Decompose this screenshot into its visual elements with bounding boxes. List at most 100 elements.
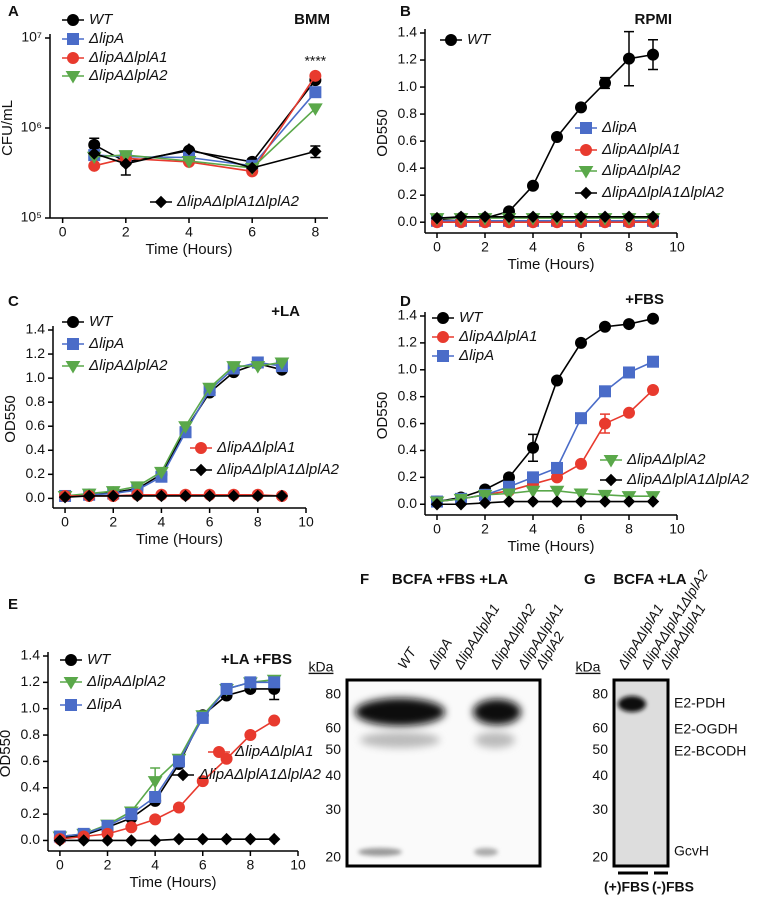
marker <box>182 143 196 156</box>
legend-label: ΔlipA <box>601 119 637 136</box>
x-tick-label: 8 <box>254 514 262 530</box>
legend-marker <box>67 316 79 328</box>
marker <box>125 821 138 834</box>
size-marker: 80 <box>325 686 341 702</box>
marker <box>623 406 635 419</box>
legend-label: ΔlipAΔlplA2 <box>626 451 706 468</box>
band-label: E2-BCODH <box>674 743 746 759</box>
series-line <box>65 495 282 498</box>
y-tick-label: 0.8 <box>26 393 46 409</box>
marker <box>267 832 281 846</box>
marker <box>623 366 635 379</box>
x-tick-label: 10 <box>669 521 685 537</box>
x-tick-label: 6 <box>577 239 585 255</box>
size-marker: 40 <box>592 767 608 783</box>
y-tick-label: 10⁷ <box>21 29 42 45</box>
y-tick-label: 0.4 <box>26 441 46 457</box>
marker <box>129 481 145 494</box>
legend-label: WT <box>459 309 484 326</box>
y-tick-label: 0.6 <box>398 414 418 430</box>
marker <box>526 495 540 508</box>
marker <box>550 210 564 223</box>
chart-title: +LA <box>271 303 300 320</box>
marker <box>220 752 233 765</box>
marker <box>599 417 611 430</box>
marker <box>647 48 659 61</box>
chart-title: BMM <box>294 11 330 28</box>
x-tick-label: 2 <box>481 239 489 255</box>
y-tick-label: 0.2 <box>398 186 418 202</box>
marker <box>155 489 168 503</box>
x-tick-label: 4 <box>529 239 537 255</box>
marker <box>149 813 162 826</box>
marker <box>598 495 612 508</box>
legend-marker <box>176 768 190 782</box>
marker <box>202 382 217 396</box>
marker <box>181 155 197 169</box>
marker <box>573 488 589 501</box>
y-tick-label: 0.4 <box>21 778 41 794</box>
marker <box>599 77 611 89</box>
y-tick-label: 1.4 <box>398 307 418 323</box>
legend-marker <box>65 699 77 711</box>
x-tick-label: 6 <box>199 857 207 873</box>
legend-label: ΔlipAΔlplA1 <box>88 49 168 66</box>
series-line <box>436 389 654 503</box>
legend-label: ΔlipAΔlplA2 <box>601 162 681 179</box>
legend-marker <box>580 144 592 156</box>
y-tick-label: 0.6 <box>26 417 46 433</box>
marker <box>196 711 209 724</box>
x-axis-label: Time (Hours) <box>146 241 233 258</box>
y-tick-label: 1.0 <box>398 360 418 376</box>
y-tick-label: 0.4 <box>398 159 418 175</box>
legend-label: WT <box>89 313 114 330</box>
x-tick-label: 6 <box>248 224 256 240</box>
legend-marker <box>579 186 593 200</box>
size-marker: 40 <box>325 767 341 783</box>
lane-label: ΔlipA <box>424 635 455 672</box>
marker <box>527 179 539 192</box>
marker <box>220 832 233 846</box>
marker <box>623 318 635 331</box>
x-tick-label: 6 <box>577 521 585 537</box>
panel-letter: D <box>400 293 411 310</box>
x-tick-label: 10 <box>290 857 306 873</box>
size-marker: 50 <box>592 741 608 757</box>
panel-letter: F <box>360 571 369 588</box>
marker <box>623 52 635 65</box>
marker <box>119 157 133 171</box>
legend-marker <box>580 122 592 134</box>
band-label: E2-PDH <box>674 695 725 711</box>
marker <box>251 489 265 503</box>
marker <box>268 714 281 727</box>
y-tick-label: 10⁶ <box>21 119 42 135</box>
legend-marker <box>194 463 208 477</box>
marker <box>244 676 257 689</box>
y-tick-label: 0.8 <box>398 105 418 121</box>
marker <box>107 489 120 503</box>
legend-marker <box>65 71 81 84</box>
x-axis-label: Time (Hours) <box>136 531 223 548</box>
marker <box>647 383 659 396</box>
marker <box>172 832 186 846</box>
blot-frame <box>612 678 670 868</box>
marker <box>599 320 611 333</box>
y-tick-label: 0.0 <box>21 831 41 847</box>
series-line <box>59 681 275 838</box>
size-marker: 80 <box>592 686 608 702</box>
legend-marker <box>578 166 594 179</box>
legend-marker <box>154 195 168 209</box>
x-tick-label: 8 <box>625 521 633 537</box>
marker <box>477 489 493 503</box>
series-line <box>436 215 653 219</box>
marker <box>172 801 185 814</box>
marker <box>149 790 162 803</box>
marker <box>178 421 193 434</box>
marker <box>622 495 636 508</box>
marker <box>131 489 144 503</box>
y-tick-label: 1.2 <box>398 334 418 350</box>
marker <box>526 210 540 223</box>
marker <box>574 210 588 223</box>
legend-marker <box>67 52 79 64</box>
